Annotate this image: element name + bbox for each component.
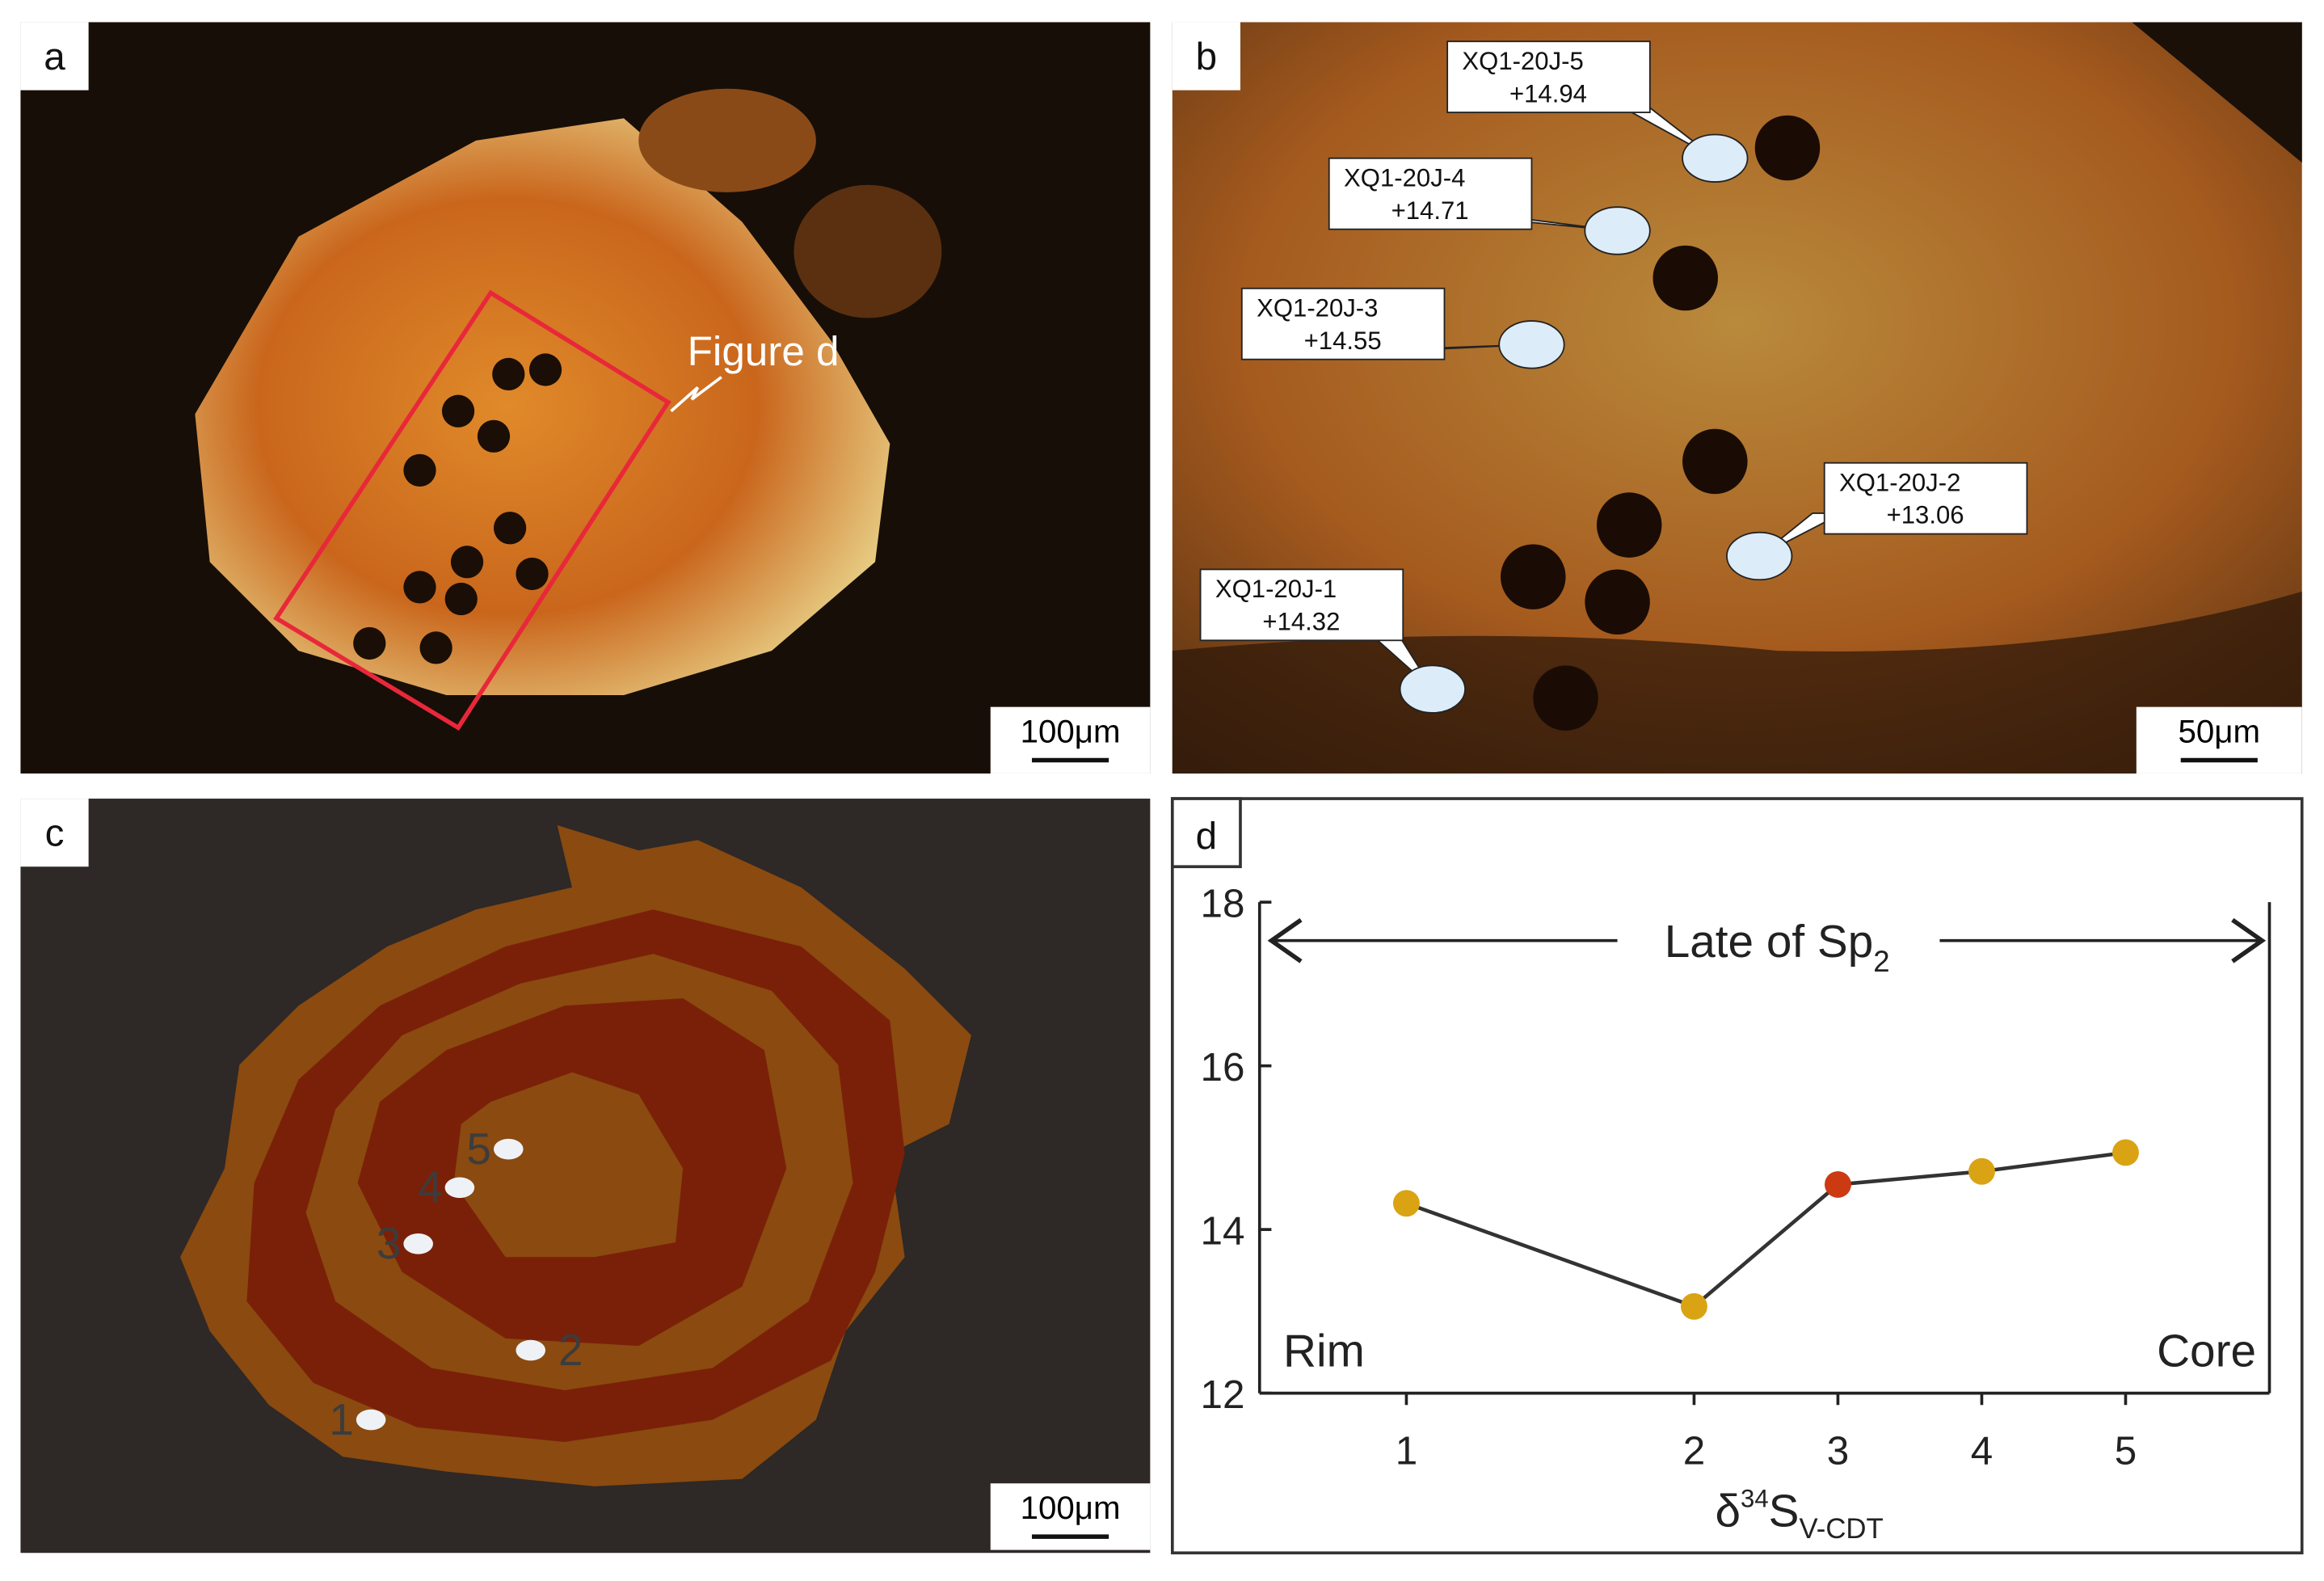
panel-letter: a bbox=[44, 36, 65, 78]
x-tick-label: 1 bbox=[1396, 1428, 1417, 1473]
x-tick-label: 3 bbox=[1827, 1428, 1849, 1473]
analysis-spot bbox=[1682, 133, 1749, 183]
label-box bbox=[1172, 22, 1240, 91]
analysis-spot bbox=[1399, 664, 1467, 714]
sample-name: XQ1-20J-5 bbox=[1462, 47, 1583, 75]
analysis-spot bbox=[516, 1339, 545, 1361]
point-label: 1 bbox=[329, 1394, 354, 1444]
data-point bbox=[1680, 1292, 1707, 1320]
annotation-text: Late of Sp bbox=[1665, 917, 1874, 968]
label-box bbox=[1170, 797, 1242, 869]
scale-label: 50μm bbox=[2179, 714, 2261, 750]
arrow-head bbox=[1267, 917, 2267, 963]
sample-name: XQ1-20J-1 bbox=[1215, 575, 1337, 603]
label-box bbox=[1240, 287, 1446, 360]
callout: Figure d bbox=[688, 328, 840, 374]
panel-letter: d bbox=[1196, 815, 1217, 858]
panel-c: 1 2 345 c 100μm bbox=[20, 799, 1151, 1554]
analysis-spot bbox=[356, 1409, 386, 1431]
analysis-spot bbox=[1726, 531, 1793, 581]
data-point bbox=[1968, 1157, 1995, 1185]
label-box bbox=[1328, 157, 1533, 230]
sample-value: +14.94 bbox=[1509, 79, 1587, 108]
x-title-part: S bbox=[1769, 1486, 1800, 1537]
crystal bbox=[195, 118, 890, 695]
analysis-spot bbox=[403, 1233, 433, 1254]
sample-name: XQ1-20J-3 bbox=[1257, 294, 1378, 323]
x-tick-label: 2 bbox=[1683, 1428, 1705, 1473]
scale-label: 100μm bbox=[1021, 1490, 1121, 1526]
callout-arrow bbox=[670, 376, 722, 413]
crystal bbox=[638, 88, 816, 192]
sample-value: +14.71 bbox=[1391, 196, 1469, 225]
y-tick-label: 16 bbox=[1201, 1045, 1245, 1090]
x-tick-label: 5 bbox=[2115, 1428, 2137, 1473]
chart-frame bbox=[1170, 797, 2304, 1555]
sample-name: XQ1-20J-2 bbox=[1839, 468, 1960, 496]
rim-label: Rim bbox=[1283, 1326, 1365, 1377]
label-box bbox=[20, 799, 89, 867]
point-label: 4 bbox=[418, 1162, 443, 1212]
panel-d: d Late of Sp2 Rim Core δ34SV-CDT 1214161… bbox=[1170, 797, 2304, 1555]
analysis-spot bbox=[1584, 206, 1651, 255]
panel-b: XQ1-20J-1 +14.32 XQ1-20J-2 +13.06 XQ1-20J-3 +… bbox=[1172, 22, 2302, 774]
data-point bbox=[1824, 1170, 1851, 1198]
core-label: Core bbox=[2157, 1326, 2256, 1377]
annotation-subscript: 2 bbox=[1873, 945, 1889, 978]
data-point bbox=[1392, 1190, 1420, 1217]
label-box bbox=[1823, 462, 2028, 535]
sample-value: +13.06 bbox=[1887, 501, 1964, 529]
analysis-pits bbox=[1501, 115, 1821, 731]
label-box bbox=[1446, 40, 1651, 113]
scale-label: 100μm bbox=[1021, 714, 1121, 750]
y-tick-label: 14 bbox=[1201, 1208, 1245, 1253]
y-tick-label: 12 bbox=[1201, 1372, 1245, 1417]
x-tick-label: 4 bbox=[1971, 1428, 1993, 1473]
sample-value: +14.32 bbox=[1262, 607, 1340, 635]
sample-value: +14.55 bbox=[1304, 327, 1382, 355]
x-axis-title: δ34SV-CDT bbox=[1715, 1485, 1883, 1545]
x-title-part: δ bbox=[1715, 1486, 1741, 1537]
analysis-spot bbox=[1498, 320, 1565, 369]
analysis-spot bbox=[444, 1177, 475, 1199]
panel-letter: b bbox=[1196, 36, 1217, 78]
label-box bbox=[20, 22, 89, 91]
point-label: 2 bbox=[558, 1325, 583, 1375]
panel-a: Figure d a 100μm bbox=[20, 22, 1151, 774]
photo-detail bbox=[1172, 591, 2302, 774]
analysis-spot bbox=[493, 1138, 524, 1160]
sample-name: XQ1-20J-4 bbox=[1344, 164, 1465, 192]
selection-box bbox=[273, 289, 672, 731]
point-label: 5 bbox=[466, 1124, 491, 1174]
crystal bbox=[794, 184, 942, 318]
analysis-pits bbox=[353, 353, 562, 664]
point-label: 3 bbox=[377, 1218, 402, 1268]
x-title-sup: 34 bbox=[1741, 1485, 1769, 1513]
label-box bbox=[1199, 568, 1404, 642]
panel-letter: c bbox=[45, 812, 65, 855]
x-title-sub: V-CDT bbox=[1800, 1514, 1884, 1545]
y-tick-label: 18 bbox=[1201, 881, 1245, 925]
zone-core bbox=[453, 1072, 684, 1258]
data-point bbox=[2112, 1139, 2139, 1166]
annotation: Late of Sp2 bbox=[1665, 917, 1890, 978]
